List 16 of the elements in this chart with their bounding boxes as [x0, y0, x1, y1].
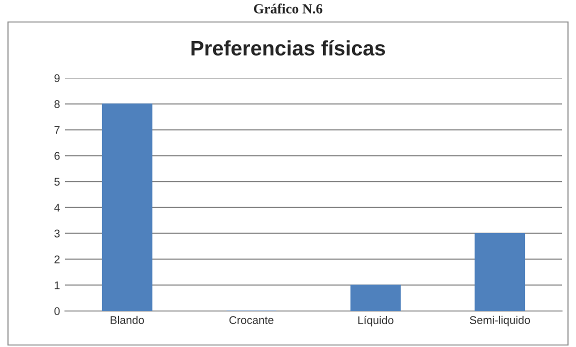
- y-tick-label: 0: [54, 307, 60, 316]
- y-tick-label: 2: [54, 255, 60, 264]
- y-tick-label: 8: [54, 100, 60, 108]
- y-tick-label: 3: [54, 230, 60, 238]
- y-tick-label: 7: [54, 126, 60, 134]
- y-tick-label: 6: [54, 152, 60, 160]
- x-tick-label: Crocante: [229, 316, 274, 324]
- x-tick-label: Semi-liquido: [470, 316, 530, 326]
- y-tick-label: 5: [54, 178, 60, 186]
- chart-title: Gráfico N.6: [254, 4, 322, 14]
- x-tick-label: Blando: [110, 316, 144, 324]
- y-tick-label: 4: [54, 204, 60, 212]
- chart-subtitle: Preferencias físicas: [192, 40, 386, 56]
- y-tick-label: 1: [54, 281, 60, 290]
- x-tick-label: Líquido: [358, 316, 394, 326]
- y-tick-label: 9: [54, 74, 60, 82]
